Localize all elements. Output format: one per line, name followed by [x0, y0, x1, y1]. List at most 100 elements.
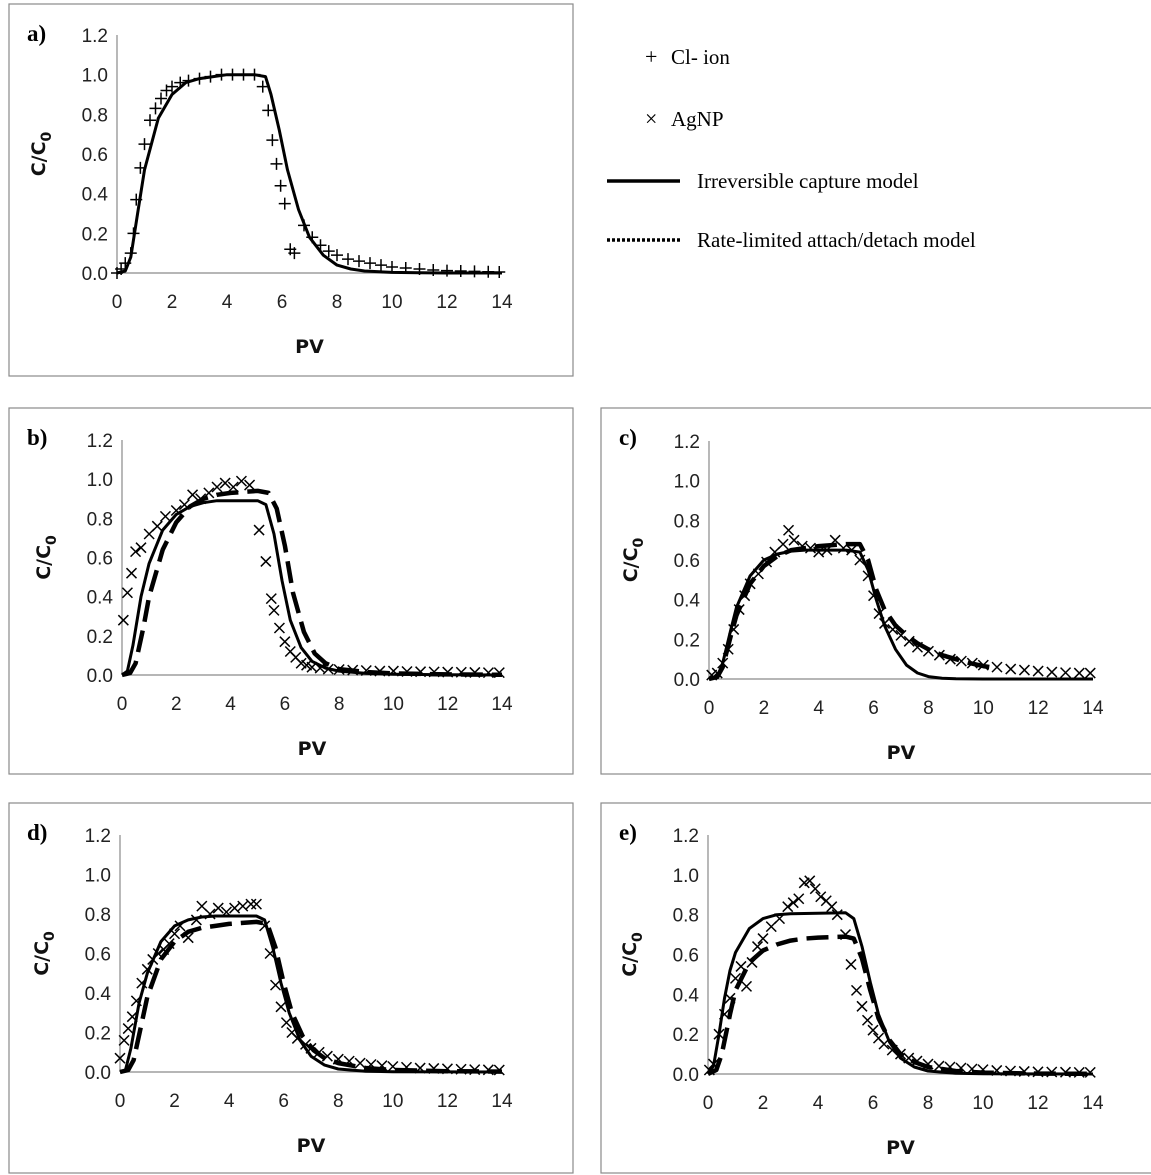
- x-tick-label: 12: [437, 1091, 458, 1112]
- series-irreversible-capture-model-line: [706, 911, 1094, 1076]
- data-point: [265, 593, 277, 605]
- panel-frame: [8, 802, 574, 1174]
- panel-c: 0.0 0.2 0.4 0.6 0.8 1.0 1.2 0 2 4 6 8 10 12 14 PV C/C0 c): [600, 407, 1151, 775]
- y-tick-label: 1.2: [82, 26, 108, 47]
- data-point: [219, 477, 231, 489]
- data-point: [815, 891, 827, 903]
- x-tick-label: 12: [437, 694, 458, 715]
- data-point: [279, 636, 291, 648]
- x-tick-label: 12: [1027, 1093, 1048, 1114]
- panel-frame: [600, 802, 1151, 1174]
- x-tick-label: 10: [383, 694, 404, 715]
- data-point: [159, 510, 171, 522]
- y-tick-label: 0.8: [82, 105, 108, 126]
- data-point: [364, 257, 376, 270]
- x-tick-label: 10: [973, 698, 994, 719]
- x-tick-label: 8: [332, 292, 343, 313]
- x-tick-label: 8: [923, 1093, 934, 1114]
- data-point: [244, 479, 256, 491]
- x-tick-label: 0: [117, 694, 128, 715]
- data-point: [783, 524, 795, 536]
- panel-label: a): [27, 21, 46, 46]
- y-tick-label: 0.6: [82, 145, 108, 166]
- x-tick-label: 14: [1082, 1093, 1104, 1114]
- y-tick-label: 0.4: [673, 985, 700, 1006]
- y-axis-label: C/C0: [619, 932, 646, 977]
- data-point: [262, 104, 275, 117]
- x-tick-label: 0: [704, 698, 715, 719]
- data-point: [1084, 1066, 1096, 1078]
- data-point: [809, 883, 821, 895]
- y-tick-label: 0.4: [85, 984, 112, 1005]
- data-point: [342, 253, 354, 266]
- panel-b: 0.0 0.2 0.4 0.6 0.8 1.0 1.2 0 2 4 6 8 10 12 14 PV C/C0 b): [8, 407, 574, 775]
- data-point: [268, 604, 280, 616]
- data-point: [991, 661, 1003, 673]
- data-point: [804, 875, 816, 887]
- x-axis-label: PV: [295, 336, 324, 358]
- x-tick-label: 2: [171, 694, 182, 715]
- panel-e: 0.0 0.2 0.4 0.6 0.8 1.0 1.2 0 2 4 6 8 10 12 14 PV C/C0 e): [600, 802, 1151, 1174]
- y-tick-label: 0.0: [82, 264, 108, 285]
- data-point: [114, 1052, 126, 1064]
- x-tick-label: 2: [758, 1093, 769, 1114]
- x-tick-label: 14: [491, 292, 513, 313]
- data-point: [322, 245, 335, 258]
- data-point: [151, 520, 163, 532]
- y-tick-label: 0.8: [673, 906, 699, 927]
- data-point: [253, 524, 265, 536]
- x-axis-label: PV: [887, 742, 916, 764]
- x-tick-label: 10: [381, 292, 402, 313]
- legend-marker-x: ×: [645, 106, 657, 131]
- y-tick-label: 0.0: [87, 666, 113, 687]
- data-point: [793, 893, 805, 905]
- x-tick-label: 12: [436, 292, 457, 313]
- data-point: [1032, 665, 1044, 677]
- data-point: [468, 265, 481, 278]
- x-tick-label: 4: [222, 292, 233, 313]
- data-point: [331, 249, 343, 262]
- data-point: [375, 259, 387, 272]
- series-agnp-markers: [703, 875, 1096, 1078]
- y-tick-label: 1.2: [673, 826, 699, 847]
- y-tick-label: 1.2: [87, 431, 113, 452]
- data-point: [273, 622, 285, 634]
- data-point: [867, 1024, 879, 1036]
- x-tick-label: 2: [169, 1091, 180, 1112]
- data-point: [144, 114, 156, 127]
- x-axis-label: PV: [298, 738, 327, 760]
- legend-marker-plus: +: [645, 44, 657, 69]
- series-rate-limited-attach-detach-model-line: [119, 919, 503, 1075]
- panel-d: 0.0 0.2 0.4 0.6 0.8 1.0 1.2 0 2 4 6 8 10 12 14 PV C/C0 d): [8, 802, 574, 1174]
- data-point: [235, 475, 247, 487]
- x-tick-label: 8: [923, 698, 934, 719]
- data-point: [155, 92, 167, 105]
- x-tick-label: 0: [112, 292, 123, 313]
- y-tick-label: 0.2: [674, 630, 700, 651]
- data-point: [269, 979, 282, 991]
- data-point: [149, 102, 162, 115]
- data-point: [354, 1057, 366, 1069]
- data-point: [782, 901, 794, 913]
- data-point: [118, 1034, 130, 1046]
- y-tick-label: 0.2: [82, 224, 108, 245]
- series-irreversible-capture-model-line: [116, 73, 502, 275]
- data-point: [288, 247, 301, 260]
- y-tick-label: 0.4: [82, 185, 109, 206]
- data-point: [845, 958, 857, 970]
- y-tick-label: 0.6: [673, 946, 699, 967]
- y-tick-label: 1.2: [674, 432, 700, 453]
- y-axis-label: C/C0: [33, 535, 60, 580]
- data-point: [441, 264, 453, 277]
- x-tick-label: 8: [334, 694, 345, 715]
- y-tick-label: 1.0: [87, 470, 113, 491]
- series-agnp-markers: [706, 524, 1096, 681]
- panel-frame: [8, 3, 574, 377]
- y-axis-label: C/C0: [28, 131, 55, 176]
- legend-label-rate-limited: Rate-limited attach/detach model: [697, 228, 976, 252]
- x-tick-label: 10: [972, 1093, 993, 1114]
- y-tick-label: 1.0: [85, 866, 111, 887]
- data-point: [125, 567, 138, 579]
- y-tick-label: 0.6: [85, 945, 111, 966]
- data-point: [787, 897, 799, 909]
